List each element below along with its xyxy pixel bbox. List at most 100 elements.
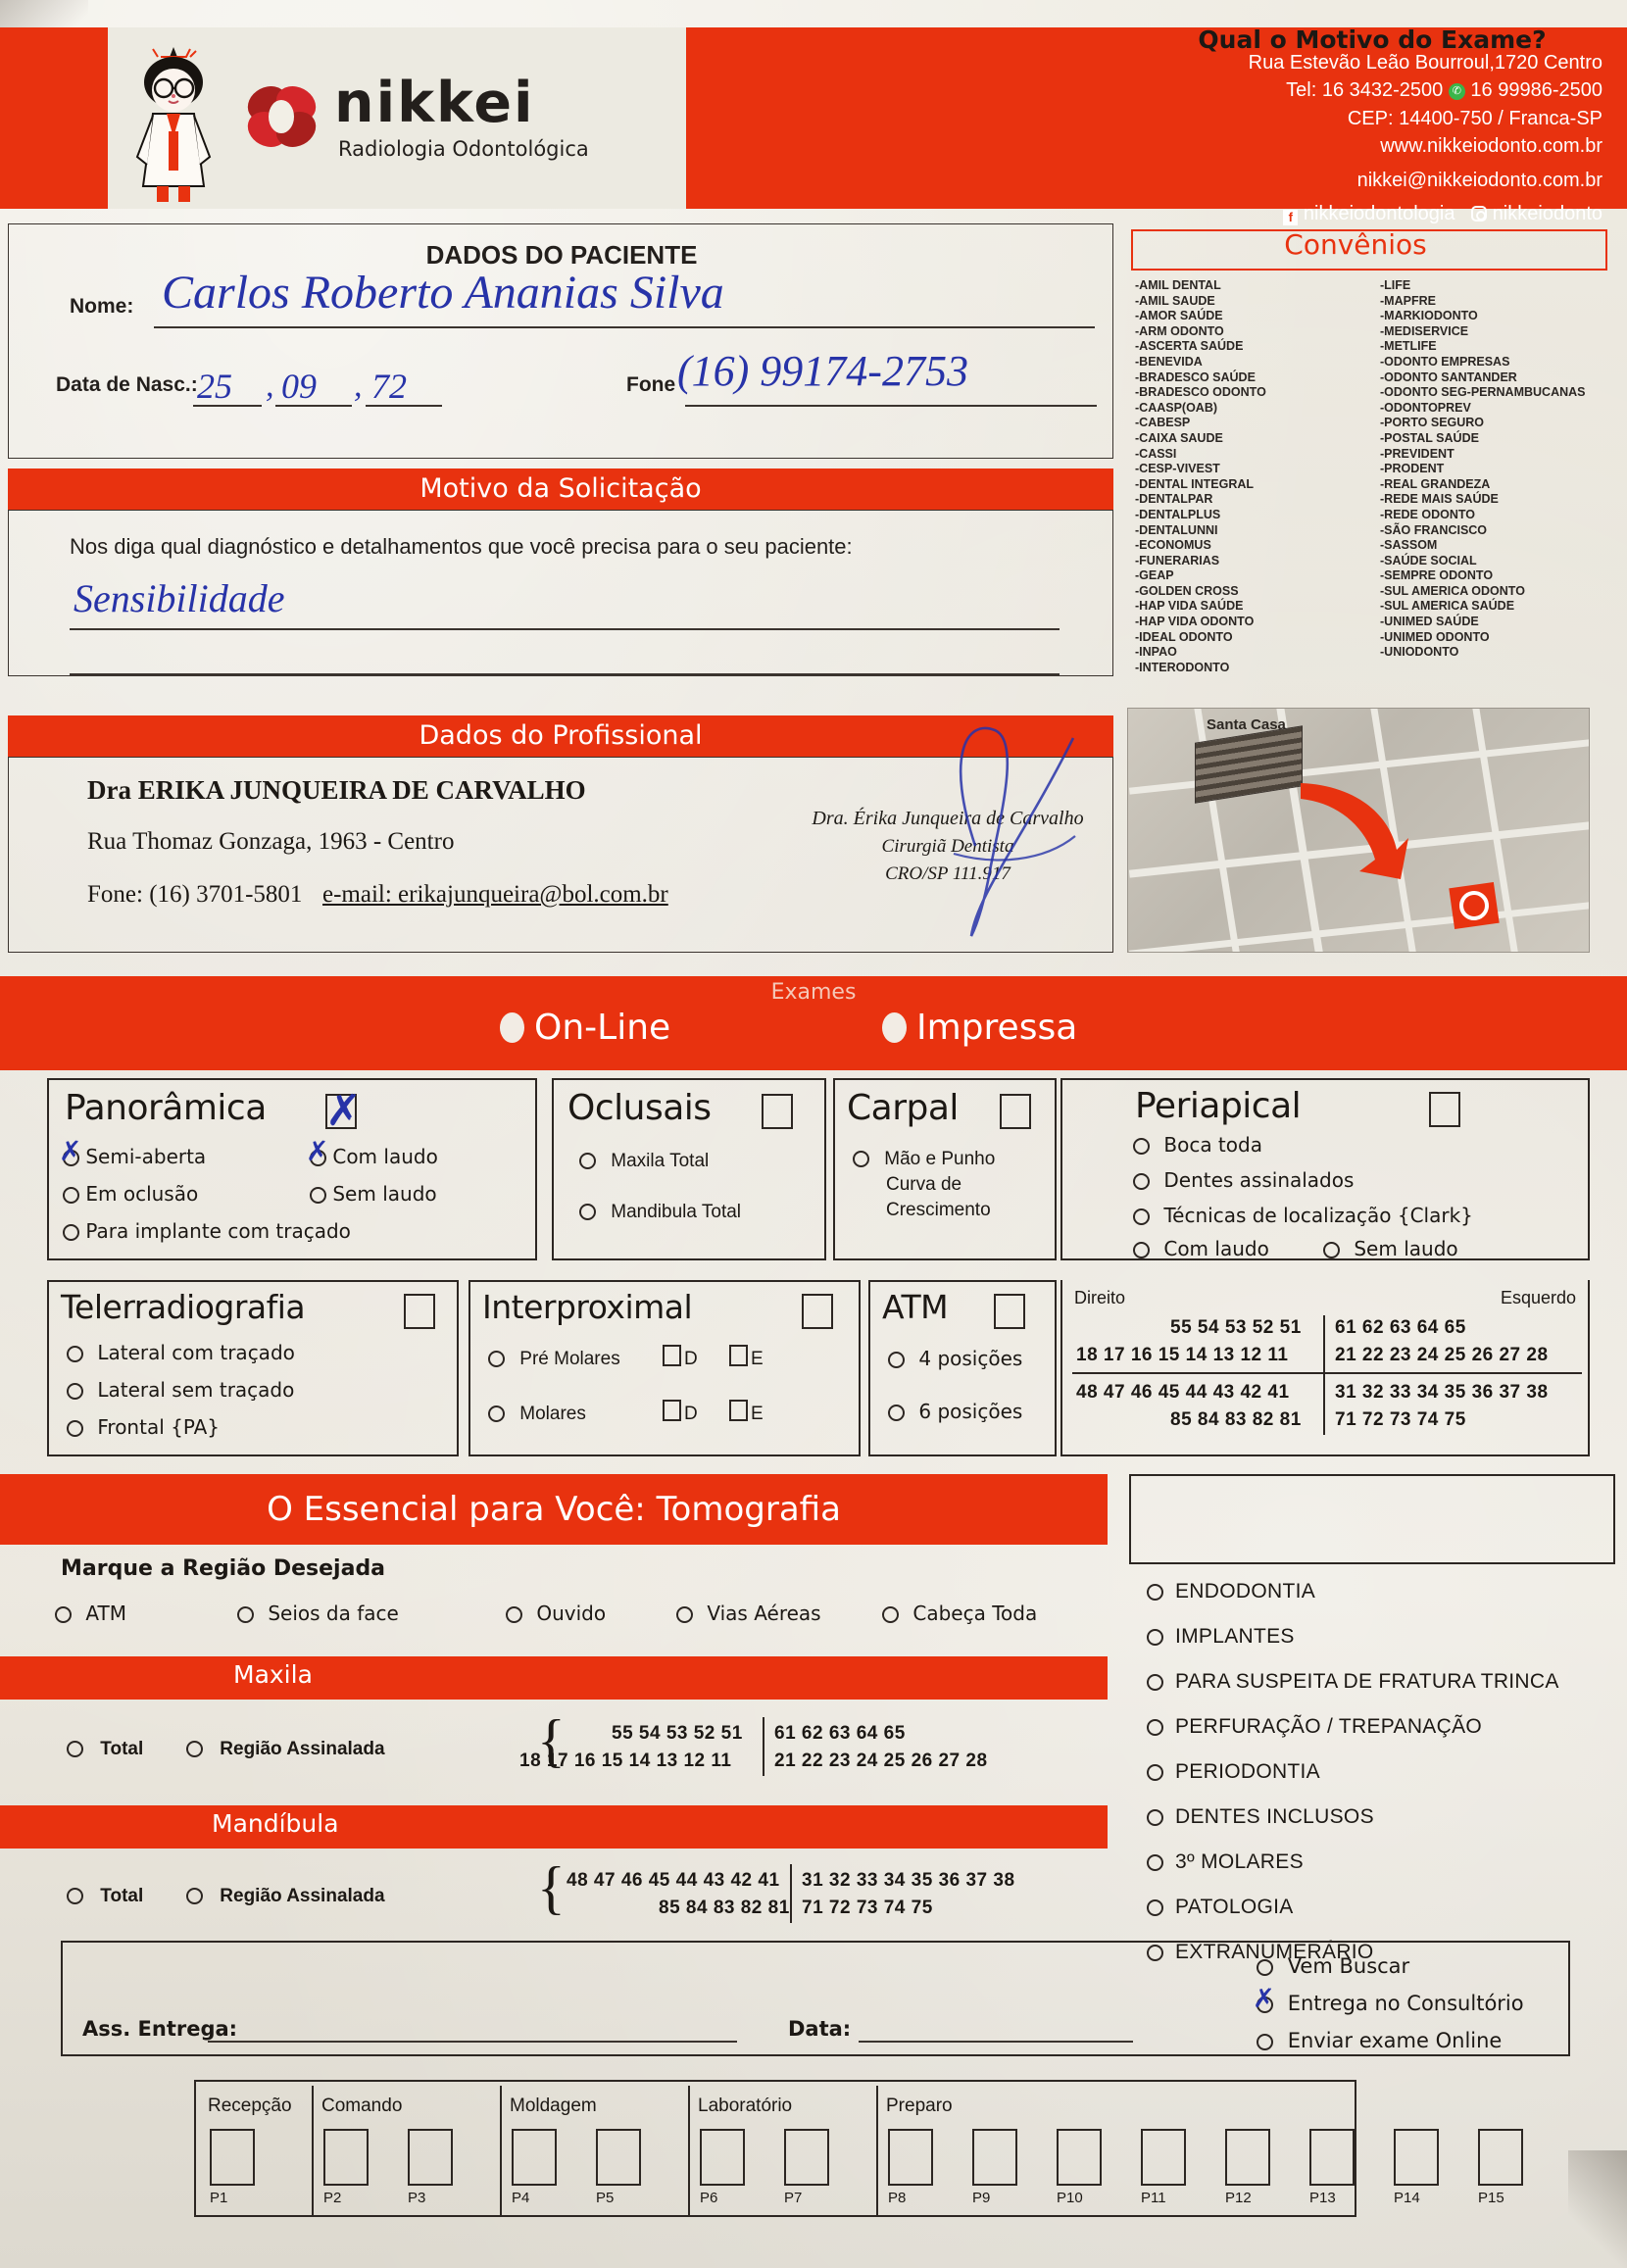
oclusais-checkbox[interactable]	[762, 1094, 793, 1129]
panoramica-opt-para-implante[interactable]: Para implante com traçado	[63, 1219, 351, 1243]
mao-e-punho-radio[interactable]	[853, 1151, 869, 1167]
clinic-facebook[interactable]: nikkeiodontologia	[1303, 202, 1455, 224]
instagram-icon[interactable]	[1471, 205, 1488, 222]
mandibula-total-option[interactable]: Total	[67, 1886, 143, 1907]
pre-molares-d-checkbox[interactable]	[663, 1345, 681, 1366]
interproximal-checkbox[interactable]	[802, 1294, 833, 1329]
pre-molares-e-checkbox[interactable]	[729, 1345, 748, 1366]
periapical-com-laudo-radio[interactable]	[1133, 1242, 1150, 1258]
tracking-slot-box[interactable]	[1141, 2129, 1186, 2186]
tracking-slot-box[interactable]	[888, 2129, 933, 2186]
com-laudo-radio[interactable]	[310, 1150, 326, 1166]
boca-toda-radio[interactable]	[1133, 1138, 1150, 1155]
lateral-com-tracado-radio[interactable]	[67, 1346, 83, 1362]
entrega-opt-enviar-online[interactable]: Enviar exame Online	[1257, 2029, 1502, 2052]
motivo-exame-item[interactable]: PERFURAÇÃO / TREPANAÇÃO	[1147, 1715, 1627, 1760]
entrega-opt-vem-buscar[interactable]: Vem Buscar	[1257, 1954, 1409, 1978]
patient-birth-year[interactable]: 72	[371, 367, 407, 406]
atm-checkbox[interactable]	[994, 1294, 1025, 1329]
tracking-slot-box[interactable]	[784, 2129, 829, 2186]
tracking-slot-box[interactable]	[596, 2129, 641, 2186]
tomo-region-atm[interactable]: ATM	[55, 1602, 126, 1625]
tracking-slot-box[interactable]	[323, 2129, 369, 2186]
molares-radio[interactable]	[488, 1405, 505, 1422]
pre-molares-radio[interactable]	[488, 1351, 505, 1367]
maxila-total-option[interactable]: Total	[67, 1739, 143, 1760]
motivo-exame-item[interactable]: ENDODONTIA	[1147, 1580, 1627, 1625]
motivo-answer[interactable]: Sensibilidade	[74, 576, 285, 620]
tracking-slot-box[interactable]	[1225, 2129, 1270, 2186]
interprox-row-molares[interactable]: Molares	[488, 1404, 586, 1425]
molares-e-checkbox[interactable]	[729, 1400, 748, 1421]
motivo-exame-radio[interactable]	[1147, 1674, 1163, 1691]
motivo-exame-radio[interactable]	[1147, 1629, 1163, 1646]
atm-opt-4-posicoes[interactable]: 4 posições	[888, 1347, 1022, 1370]
tracking-slot-box[interactable]	[972, 2129, 1017, 2186]
tracking-slot-box[interactable]	[1394, 2129, 1439, 2186]
online-radio-icon[interactable]	[500, 1012, 524, 1043]
maxila-total-radio[interactable]	[579, 1153, 596, 1169]
tracking-slot-box[interactable]	[1309, 2129, 1355, 2186]
patient-birth-month[interactable]: 09	[281, 367, 317, 406]
em-oclusao-radio[interactable]	[63, 1187, 79, 1204]
carpal-checkbox[interactable]	[1000, 1094, 1031, 1129]
tracking-slot-box[interactable]	[408, 2129, 453, 2186]
interprox-row-pre-molares[interactable]: Pré Molares	[488, 1349, 620, 1370]
tele-opt-frontal-pa[interactable]: Frontal {PA}	[67, 1415, 220, 1439]
motivo-exame-item[interactable]: IMPLANTES	[1147, 1625, 1627, 1670]
oclusais-opt-mandibula-total[interactable]: Mandibula Total	[579, 1202, 741, 1223]
motivo-exame-item[interactable]: PARA SUSPEITA DE FRATURA TRINCA	[1147, 1670, 1627, 1715]
motivo-exame-radio[interactable]	[1147, 1945, 1163, 1961]
tracking-slot-box[interactable]	[210, 2129, 255, 2186]
frontal-pa-radio[interactable]	[67, 1420, 83, 1437]
vem-buscar-radio[interactable]	[1257, 1959, 1273, 1976]
atm-6-posicoes-radio[interactable]	[888, 1405, 905, 1421]
atm-4-posicoes-radio[interactable]	[888, 1352, 905, 1368]
entrega-date-rule[interactable]	[859, 2041, 1133, 2043]
tomo-seios-radio[interactable]	[237, 1606, 254, 1623]
motivo-exame-item[interactable]: EXTRANUMERÁRIO	[1147, 1941, 1627, 1986]
periapical-opt-sem-laudo[interactable]: Sem laudo	[1323, 1237, 1458, 1260]
atm-opt-6-posicoes[interactable]: 6 posições	[888, 1400, 1022, 1423]
patient-birth-day[interactable]: 25	[197, 367, 232, 406]
mandibula-total-row-radio[interactable]	[67, 1888, 83, 1904]
para-implante-radio[interactable]	[63, 1224, 79, 1241]
motivo-exame-radio[interactable]	[1147, 1854, 1163, 1871]
clinic-instagram[interactable]: nikkeiodonto	[1492, 202, 1602, 224]
maxila-regiao-option[interactable]: Região Assinalada	[186, 1739, 385, 1760]
tracking-slot-box[interactable]	[1057, 2129, 1102, 2186]
patient-phone-value[interactable]: (16) 99174-2753	[677, 347, 968, 395]
clinic-email[interactable]: nikkei@nikkeiodonto.com.br	[1356, 169, 1602, 191]
panoramica-opt-semi-aberta[interactable]: Semi-aberta	[63, 1145, 206, 1168]
semi-aberta-radio[interactable]	[63, 1150, 79, 1166]
motivo-exame-item[interactable]: DENTES INCLUSOS	[1147, 1805, 1627, 1850]
periapical-checkbox[interactable]	[1429, 1092, 1460, 1127]
mandibula-regiao-option[interactable]: Região Assinalada	[186, 1886, 385, 1907]
lateral-sem-tracado-radio[interactable]	[67, 1383, 83, 1400]
entrega-sign-rule[interactable]	[208, 2041, 737, 2043]
entrega-opt-entrega-consultorio[interactable]: Entrega no Consultório	[1257, 1992, 1524, 2015]
exame-option-impressa[interactable]: Impressa	[882, 1008, 1077, 1048]
molares-d-checkbox[interactable]	[663, 1400, 681, 1421]
sem-laudo-radio[interactable]	[310, 1187, 326, 1204]
motivo-exame-radio[interactable]	[1147, 1764, 1163, 1781]
motivo-exame-radio[interactable]	[1147, 1809, 1163, 1826]
telerradiografia-checkbox[interactable]	[404, 1294, 435, 1329]
tomo-region-cabeca-toda[interactable]: Cabeça Toda	[882, 1602, 1037, 1625]
oclusais-opt-maxila-total[interactable]: Maxila Total	[579, 1151, 709, 1172]
tomo-atm-radio[interactable]	[55, 1606, 72, 1623]
entrega-consultorio-radio[interactable]	[1257, 1997, 1273, 2013]
periapical-sem-laudo-radio[interactable]	[1323, 1242, 1340, 1258]
periapical-opt-boca-toda[interactable]: Boca toda	[1133, 1133, 1262, 1157]
motivo-exame-radio[interactable]	[1147, 1899, 1163, 1916]
professional-email[interactable]: e-mail: erikajunqueira@bol.com.br	[322, 881, 668, 908]
motivo-exame-item[interactable]: 3º MOLARES	[1147, 1850, 1627, 1896]
dentes-assinalados-radio[interactable]	[1133, 1173, 1150, 1190]
motivo-exame-item[interactable]: PATOLOGIA	[1147, 1896, 1627, 1941]
mandibula-total-radio[interactable]	[579, 1204, 596, 1220]
periapical-opt-com-laudo[interactable]: Com laudo	[1133, 1237, 1269, 1260]
maxila-total-row-radio[interactable]	[67, 1741, 83, 1757]
tomo-region-vias-aereas[interactable]: Vias Aéreas	[676, 1602, 821, 1625]
tracking-slot-box[interactable]	[1478, 2129, 1523, 2186]
patient-name-value[interactable]: Carlos Roberto Ananias Silva	[162, 267, 724, 319]
